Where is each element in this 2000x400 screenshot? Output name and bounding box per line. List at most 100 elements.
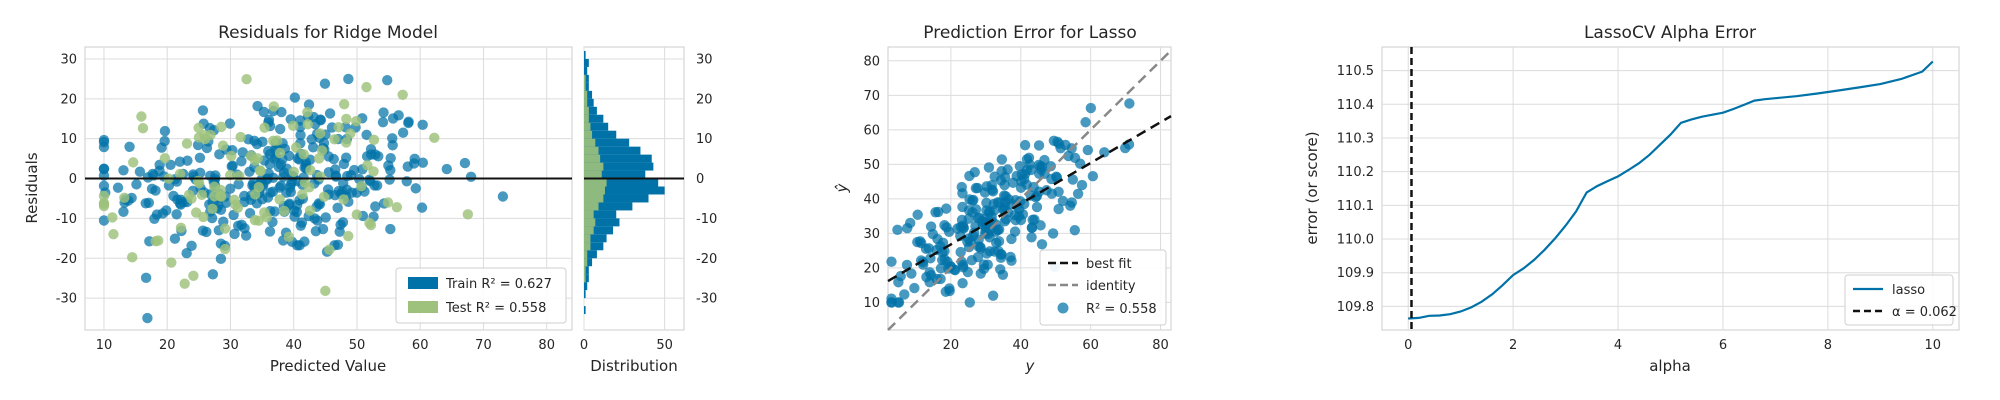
test-histogram-bar xyxy=(584,90,588,99)
prediction-point xyxy=(1019,139,1031,151)
train-histogram-bar xyxy=(584,306,586,315)
train-residual-point xyxy=(186,240,197,252)
prediction-error-y-tick-label: 70 xyxy=(863,89,880,104)
prediction-error-title: Prediction Error for Lasso xyxy=(923,23,1136,43)
test-residual-point xyxy=(274,194,285,205)
test-residual-point xyxy=(127,252,138,263)
test-residual-point xyxy=(288,120,299,132)
train-residual-point xyxy=(378,107,389,118)
test-residual-point xyxy=(341,137,352,148)
prediction-point xyxy=(1053,203,1064,215)
test-residual-point xyxy=(207,203,218,215)
train-residual-point xyxy=(397,127,409,138)
test-residual-point xyxy=(108,228,119,240)
train-histogram-bar xyxy=(584,290,586,299)
test-residual-point xyxy=(216,121,227,133)
prediction-point xyxy=(963,241,975,253)
distribution-y-ticks: -30 -20 -10 0 10 20 30 xyxy=(696,52,717,306)
test-residual-point xyxy=(136,111,147,122)
train-residual-point xyxy=(118,165,129,176)
train-histogram-bar xyxy=(584,138,630,147)
train-residual-point xyxy=(274,123,286,135)
prediction-error-legend-box xyxy=(1039,249,1167,326)
train-residual-point xyxy=(306,134,317,145)
train-residual-point xyxy=(265,187,276,198)
test-residual-point xyxy=(364,217,375,229)
prediction-point xyxy=(992,197,1003,208)
prediction-point xyxy=(912,209,923,220)
legend-label-r2: R² = 0.558 xyxy=(1086,302,1157,317)
prediction-point xyxy=(1069,152,1081,164)
residuals-y-axis-label: Residuals xyxy=(23,152,41,223)
test-histogram-bar xyxy=(584,242,591,251)
train-residual-point xyxy=(197,105,209,116)
residuals-y-tick-label: -10 xyxy=(56,212,77,227)
train-residual-point xyxy=(289,211,300,222)
test-residual-point xyxy=(341,113,352,125)
test-residual-point xyxy=(196,189,208,201)
prediction-error-legend: best fit identity R² = 0.558 xyxy=(1039,249,1167,326)
test-residual-point xyxy=(313,153,325,164)
train-residual-point xyxy=(134,166,146,177)
train-residual-point xyxy=(236,156,247,167)
legend-swatch-test xyxy=(408,301,438,313)
legend-label-lasso: lasso xyxy=(1892,283,1925,298)
prediction-point xyxy=(964,194,975,205)
train-residual-point xyxy=(140,272,152,284)
test-residual-point xyxy=(391,201,403,213)
train-histogram-bar xyxy=(584,226,614,235)
test-residual-point xyxy=(382,197,394,208)
prediction-point xyxy=(893,277,904,288)
test-residual-point xyxy=(98,190,110,202)
prediction-point xyxy=(1015,214,1027,226)
train-residual-point xyxy=(317,223,329,235)
residuals-x-tick-label: 20 xyxy=(159,338,176,353)
test-residual-point xyxy=(290,142,302,153)
residuals-y-tick-label: 0 xyxy=(69,172,77,187)
prediction-point xyxy=(1023,152,1035,164)
prediction-point xyxy=(1072,188,1084,199)
train-histogram-bar xyxy=(584,202,633,211)
lassocv-y-ticks: 109.8 109.9 110.0 110.1 110.2 110.3 110.4 110.5 xyxy=(1337,64,1374,315)
train-histogram-bar xyxy=(584,50,586,59)
train-residual-point xyxy=(309,213,320,224)
train-residual-point xyxy=(181,248,192,259)
train-histogram-bar xyxy=(584,274,589,283)
train-residual-point xyxy=(387,133,398,144)
test-residual-point xyxy=(288,166,299,178)
legend-label-test: Test R² = 0.558 xyxy=(445,301,546,316)
distribution-y-tick-label: 20 xyxy=(696,92,713,107)
lassocv-y-tick-label: 110.4 xyxy=(1337,98,1374,113)
lassocv-y-axis-label: error (or score) xyxy=(1303,131,1321,244)
distribution-y-tick-label: -20 xyxy=(696,252,717,267)
train-histogram-bar xyxy=(584,250,597,259)
prediction-error-x-tick-label: 60 xyxy=(1082,338,1099,353)
test-residual-point xyxy=(315,171,326,182)
train-histogram-bar xyxy=(584,114,604,123)
train-residual-point xyxy=(98,215,110,226)
prediction-point xyxy=(1066,197,1077,208)
test-residual-point xyxy=(338,98,350,110)
prediction-point xyxy=(899,289,910,300)
train-residual-point xyxy=(244,166,255,177)
test-histogram-bar xyxy=(584,74,586,83)
prediction-point xyxy=(906,268,917,279)
test-residual-point xyxy=(283,231,295,243)
train-residual-point xyxy=(257,136,268,148)
prediction-point xyxy=(997,269,1009,280)
prediction-point xyxy=(983,162,995,173)
test-residual-point xyxy=(429,132,440,143)
train-histogram-bar xyxy=(584,74,589,83)
best-fit-line xyxy=(887,115,1172,283)
train-histogram-bar xyxy=(584,234,607,243)
test-histogram-bar xyxy=(584,106,589,115)
lassocv-y-tick-label: 109.9 xyxy=(1337,266,1374,281)
distribution-y-tick-label: 30 xyxy=(696,52,713,67)
train-residual-point xyxy=(370,201,381,212)
prediction-point xyxy=(964,170,975,182)
prediction-point xyxy=(937,246,948,258)
test-residual-point xyxy=(98,197,110,209)
prediction-point xyxy=(1124,98,1135,109)
lassocv-y-tick-label: 110.3 xyxy=(1337,131,1374,146)
prediction-point xyxy=(984,232,995,243)
